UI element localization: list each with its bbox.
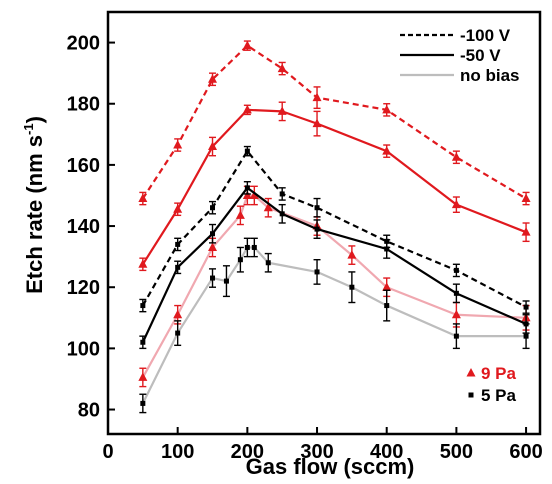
- data-point-triangle: [242, 190, 252, 199]
- data-point-square: [175, 264, 181, 270]
- legend-marker-triangle: [466, 368, 476, 377]
- legend-label: 5 Pa: [481, 386, 517, 405]
- y-tick-label: 120: [67, 277, 100, 299]
- legend-marker-square: [468, 392, 474, 398]
- data-point-triangle: [277, 63, 287, 73]
- data-point-triangle: [138, 372, 148, 381]
- data-point-triangle: [173, 204, 183, 213]
- data-point-triangle: [263, 202, 273, 212]
- series-line: [141, 194, 527, 378]
- data-point-square: [384, 303, 390, 309]
- legend-label: no bias: [460, 66, 520, 85]
- data-point-triangle: [312, 118, 322, 128]
- series-9-pa-100-v: [138, 40, 531, 206]
- data-point-triangle: [451, 199, 461, 209]
- data-point-triangle: [382, 282, 392, 291]
- data-point-square: [349, 284, 355, 290]
- x-tick-label: 500: [440, 441, 473, 463]
- x-tick-label: 400: [370, 441, 403, 463]
- x-tick-label: 100: [161, 441, 194, 463]
- data-point-square: [175, 330, 181, 336]
- data-point-square: [244, 148, 250, 154]
- data-point-square: [314, 205, 320, 211]
- bias-legend: -100 V-50 Vno bias: [400, 26, 520, 85]
- data-point-triangle: [451, 309, 461, 319]
- series-5-pa-50-v: [139, 181, 530, 350]
- series-line: [141, 186, 527, 343]
- data-point-square: [384, 246, 390, 252]
- data-point-square: [210, 205, 216, 211]
- data-point-triangle: [208, 242, 218, 251]
- y-tick-label: 200: [67, 33, 100, 55]
- data-point-square: [210, 275, 216, 281]
- data-point-triangle: [249, 190, 259, 199]
- y-tick-label: 140: [67, 216, 100, 238]
- data-point-square: [453, 333, 459, 339]
- data-point-triangle: [521, 227, 531, 236]
- data-point-triangle: [173, 309, 183, 319]
- series-9-pa-no-bias: [138, 185, 531, 388]
- data-point-square: [140, 339, 146, 345]
- ticks-layer: 0 100 200 300 400 500 600 80 100 120 140 160 180 200: [67, 33, 543, 463]
- series-5-pa-no-bias: [139, 237, 530, 414]
- y-axis-title-main: Etch rate (nm s: [22, 135, 47, 294]
- data-point-triangle: [242, 104, 252, 114]
- data-point-triangle: [138, 259, 148, 268]
- y-tick-label: 180: [67, 94, 100, 116]
- data-point-square: [265, 260, 271, 266]
- y-axis-title: Etch rate (nm s-1): [21, 116, 47, 294]
- data-point-square: [140, 400, 146, 406]
- legend-label: -100 V: [460, 26, 511, 45]
- data-point-triangle: [208, 74, 218, 83]
- data-point-square: [453, 267, 459, 273]
- data-point-triangle: [382, 146, 392, 155]
- y-axis-title-sup: -1: [21, 123, 36, 135]
- data-point-triangle: [451, 152, 461, 161]
- series-line: [141, 44, 527, 200]
- data-point-square: [523, 333, 529, 339]
- data-point-square: [210, 231, 216, 237]
- y-tick-label: 80: [78, 400, 100, 422]
- legend-label: 9 Pa: [481, 364, 517, 383]
- data-point-square: [175, 241, 181, 247]
- data-point-square: [223, 278, 229, 284]
- y-tick-label: 100: [67, 338, 100, 360]
- data-point-triangle: [312, 92, 322, 102]
- data-point-square: [140, 303, 146, 309]
- data-point-square: [237, 257, 243, 263]
- x-tick-label: 600: [509, 441, 542, 463]
- data-point-square: [279, 211, 285, 217]
- data-point-triangle: [242, 40, 252, 50]
- series-9-pa-50-v: [138, 101, 531, 272]
- data-point-square: [314, 226, 320, 232]
- data-point-triangle: [138, 193, 148, 203]
- y-axis-title-close: ): [22, 116, 47, 123]
- data-point-triangle: [235, 210, 245, 219]
- data-point-square: [251, 244, 257, 250]
- data-point-square: [523, 304, 529, 310]
- data-point-triangle: [347, 250, 357, 259]
- data-point-triangle: [521, 193, 531, 203]
- data-point-triangle: [173, 140, 183, 149]
- data-point-square: [453, 290, 459, 296]
- data-point-triangle: [382, 104, 392, 114]
- x-tick-label: 300: [300, 441, 333, 463]
- data-point-square: [244, 185, 250, 191]
- y-tick-label: 160: [67, 155, 100, 177]
- data-point-triangle: [208, 141, 218, 151]
- series-line: [141, 150, 527, 309]
- x-tick-label: 0: [102, 441, 113, 463]
- data-point-square: [279, 191, 285, 197]
- x-tick-label: 200: [231, 441, 264, 463]
- pressure-legend: 9 Pa 5 Pa: [466, 364, 517, 405]
- data-point-square: [244, 244, 250, 250]
- data-point-square: [314, 269, 320, 275]
- plot-frame: [106, 10, 542, 436]
- series-layer: [138, 40, 531, 414]
- legend-label: -50 V: [460, 46, 501, 65]
- data-point-triangle: [277, 106, 287, 115]
- x-axis-title: Gas flow (sccm): [246, 454, 415, 479]
